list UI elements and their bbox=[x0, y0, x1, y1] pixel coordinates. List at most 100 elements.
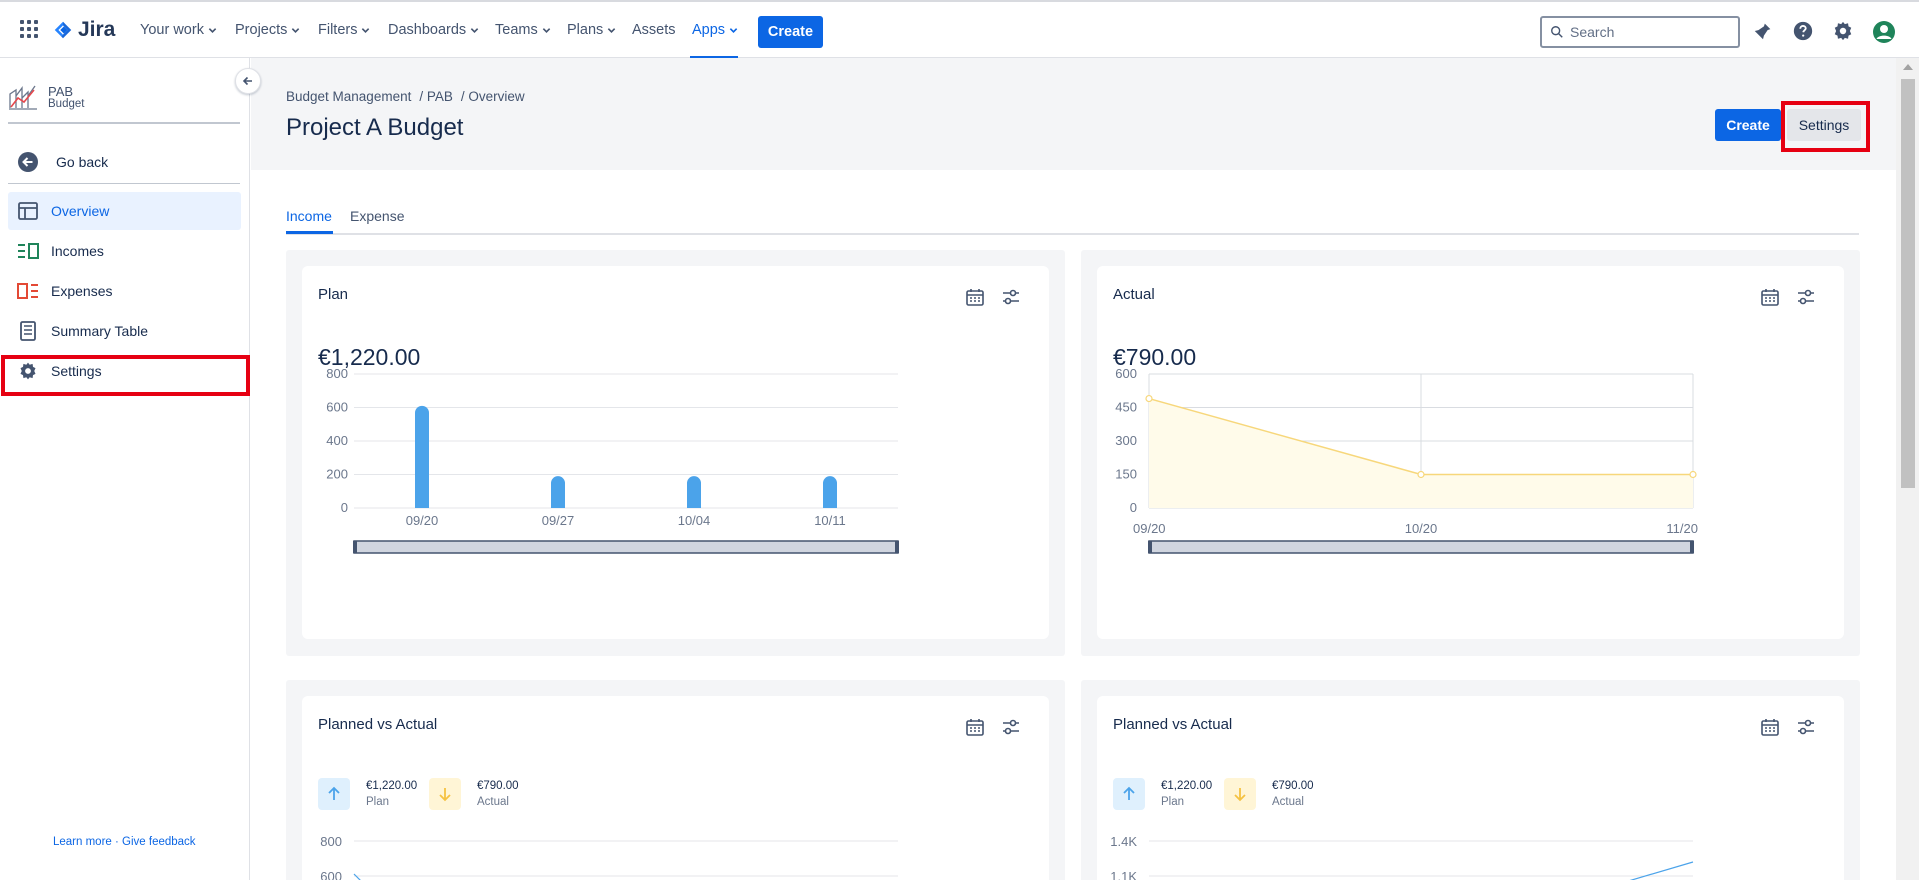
main-content: Budget Management / PAB / Overview Proje… bbox=[251, 58, 1896, 880]
active-tab-indicator bbox=[286, 231, 333, 234]
search-icon bbox=[1551, 26, 1563, 38]
calendar-icon[interactable] bbox=[1760, 717, 1780, 737]
summary-table-icon bbox=[17, 320, 39, 342]
y-tick-label: 1.4K bbox=[1110, 834, 1137, 849]
actual-card: Actual €790.00 0 150 300 450 600 09/20 10/20 11… bbox=[1097, 266, 1844, 639]
create-button[interactable]: Create bbox=[1715, 109, 1781, 141]
incomes-icon bbox=[17, 240, 39, 262]
y-tick-label: 0 bbox=[1130, 500, 1137, 515]
sidebar-item-settings[interactable]: Settings bbox=[8, 352, 241, 390]
actual-panel: Actual €790.00 0 150 300 450 600 09/20 10/20 11… bbox=[1081, 250, 1860, 656]
search-input[interactable] bbox=[1570, 24, 1730, 40]
settings-button[interactable]: Settings bbox=[1787, 109, 1861, 141]
x-tick-label: 10/04 bbox=[678, 513, 711, 528]
calendar-icon[interactable] bbox=[965, 287, 985, 307]
project-header[interactable]: PAB Budget bbox=[8, 80, 240, 124]
y-tick-label: 400 bbox=[326, 433, 348, 448]
nav-plans[interactable]: Plans bbox=[567, 22, 616, 38]
top-navigation: Jira Your work Projects Filters Dashboar… bbox=[0, 0, 1919, 59]
bar-base bbox=[687, 500, 701, 508]
collapse-sidebar-button[interactable] bbox=[235, 68, 261, 94]
nav-label: Projects bbox=[235, 22, 288, 38]
filter-settings-icon[interactable] bbox=[1001, 287, 1021, 307]
tab-income[interactable]: Income bbox=[286, 208, 332, 224]
actual-area-chart: 0 150 300 450 600 09/20 10/20 11/20 bbox=[1115, 366, 1698, 554]
jira-logo-icon bbox=[54, 21, 72, 39]
sidebar-item-overview[interactable]: Overview bbox=[8, 192, 241, 230]
scroll-thumb[interactable] bbox=[1901, 79, 1915, 488]
page-scrollbar[interactable] bbox=[1896, 58, 1919, 880]
y-tick-label: 600 bbox=[326, 400, 348, 415]
profile-avatar-icon[interactable] bbox=[1872, 20, 1896, 44]
actual-legend-value: €790.00 bbox=[477, 780, 519, 792]
plan-legend-value: €1,220.00 bbox=[366, 780, 418, 792]
filter-settings-icon[interactable] bbox=[1796, 287, 1816, 307]
bar-base bbox=[551, 500, 565, 508]
top-create-button[interactable]: Create bbox=[758, 16, 823, 48]
chevron-down-icon bbox=[208, 27, 217, 33]
area-fill bbox=[1149, 398, 1693, 508]
x-tick-label: 11/20 bbox=[1666, 521, 1698, 536]
series-line bbox=[353, 873, 361, 880]
nav-teams[interactable]: Teams bbox=[495, 22, 551, 38]
breadcrumb-pab[interactable]: / PAB bbox=[419, 89, 453, 104]
nav-projects[interactable]: Projects bbox=[235, 22, 300, 38]
y-tick-label: 200 bbox=[326, 467, 348, 482]
app-switcher-icon[interactable] bbox=[20, 20, 38, 38]
zoom-handle-right bbox=[895, 541, 899, 553]
help-icon[interactable] bbox=[1792, 20, 1814, 42]
go-back-link[interactable]: Go back bbox=[8, 140, 240, 184]
plan-legend-label: Plan bbox=[366, 796, 390, 808]
tab-expense[interactable]: Expense bbox=[350, 208, 405, 224]
sidebar-item-expenses[interactable]: Expenses bbox=[8, 272, 241, 310]
nav-dashboards[interactable]: Dashboards bbox=[388, 22, 479, 38]
calendar-icon[interactable] bbox=[1760, 287, 1780, 307]
plan-panel: Plan €1,220.00 0 200 400 600 800 09/20 09/27 10… bbox=[286, 250, 1065, 656]
y-tick-label: 1.1K bbox=[1110, 869, 1137, 880]
nav-filters[interactable]: Filters bbox=[318, 22, 370, 38]
breadcrumb-overview[interactable]: / Overview bbox=[460, 89, 525, 104]
jira-logo[interactable]: Jira bbox=[52, 17, 115, 43]
nav-your-work[interactable]: Your work bbox=[140, 22, 217, 38]
zoom-slider bbox=[1148, 540, 1694, 554]
chevron-down-icon bbox=[729, 27, 738, 33]
overview-icon bbox=[17, 200, 39, 222]
notifications-icon[interactable] bbox=[1752, 20, 1774, 42]
y-tick-label: 800 bbox=[326, 366, 348, 381]
plan-legend-label: Plan bbox=[1161, 796, 1185, 808]
data-point bbox=[1417, 470, 1425, 479]
sidebar-item-summary-table[interactable]: Summary Table bbox=[8, 312, 241, 350]
plan-legend-box bbox=[1113, 778, 1145, 810]
actual-legend-label: Actual bbox=[477, 796, 509, 808]
y-tick-label: 150 bbox=[1115, 467, 1137, 482]
calendar-icon[interactable] bbox=[965, 717, 985, 737]
chevron-down-icon bbox=[470, 27, 479, 33]
sidebar-item-label: Incomes bbox=[51, 243, 104, 259]
filter-settings-icon[interactable] bbox=[1001, 717, 1021, 737]
bar-base bbox=[823, 500, 837, 508]
y-tick-label: 0 bbox=[341, 500, 348, 515]
nav-label: Teams bbox=[495, 22, 538, 38]
sidebar-item-label: Expenses bbox=[51, 283, 113, 299]
actual-amount: €790.00 bbox=[1113, 344, 1197, 370]
scroll-up-arrow[interactable] bbox=[1903, 64, 1913, 70]
sidebar-item-label: Summary Table bbox=[51, 323, 149, 339]
zoom-handle-left bbox=[353, 541, 357, 553]
actual-legend-box bbox=[429, 778, 461, 810]
nav-apps[interactable]: Apps bbox=[692, 22, 738, 38]
breadcrumb-budget-management[interactable]: Budget Management bbox=[286, 89, 412, 104]
pva-left-line-chart: 800 600 bbox=[320, 834, 898, 880]
filter-settings-icon[interactable] bbox=[1796, 717, 1816, 737]
x-tick-label: 09/20 bbox=[406, 513, 439, 528]
arrow-up-icon bbox=[328, 786, 340, 800]
settings-icon[interactable] bbox=[1832, 20, 1854, 42]
x-tick-label: 09/27 bbox=[542, 513, 575, 528]
card-title: Actual bbox=[1113, 286, 1155, 303]
plan-legend-box bbox=[318, 778, 350, 810]
search-box[interactable] bbox=[1540, 16, 1740, 48]
y-tick-label: 450 bbox=[1115, 400, 1137, 415]
feedback-links[interactable]: Learn more · Give feedback bbox=[53, 836, 196, 848]
expenses-icon bbox=[17, 280, 39, 302]
sidebar-item-incomes[interactable]: Incomes bbox=[8, 232, 241, 270]
nav-assets[interactable]: Assets bbox=[632, 22, 676, 38]
